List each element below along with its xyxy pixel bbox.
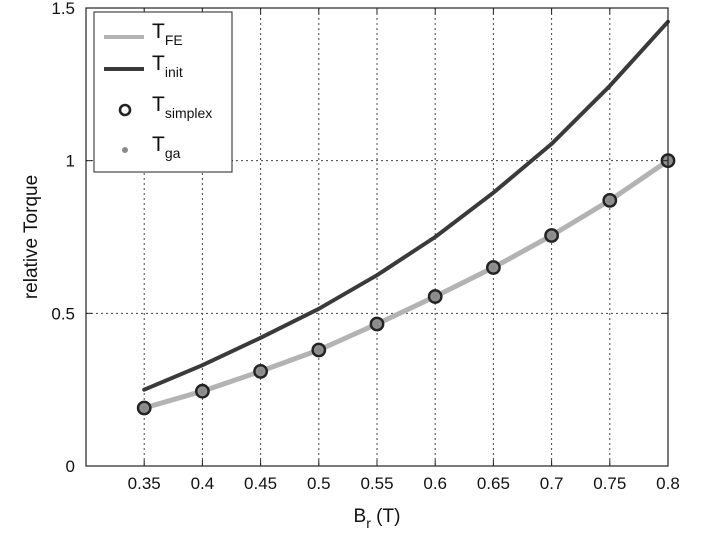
x-tick-labels: 0.35 0.4 0.45 0.5 0.55 0.6 0.65 0.7 0.75 0.8 [128, 474, 680, 493]
legend-label-t-fe: TFE [152, 20, 183, 48]
y-tick-label: 1 [66, 152, 75, 171]
legend-label-main: T [152, 133, 165, 156]
point-t-ga [199, 388, 205, 394]
legend-label-sub: init [165, 64, 183, 80]
x-axis-title: Br (T) [354, 506, 401, 531]
legend-label-sub: FE [165, 32, 183, 48]
series-line-t-init [142, 19, 670, 392]
legend-swatch-t-simplex [118, 103, 132, 117]
point-t-ga [374, 321, 380, 327]
point-t-ga [316, 347, 322, 353]
y-tick-label: 0 [66, 457, 75, 476]
legend-label-main: T [152, 52, 165, 75]
y-tick-label: 0.5 [51, 304, 75, 323]
x-axis-title-sub: r [366, 515, 371, 531]
point-t-ga [141, 405, 147, 411]
series-markers [136, 153, 676, 416]
point-t-ga [607, 197, 613, 203]
series-line-t-fe [141, 158, 671, 411]
x-tick-label: 0.7 [540, 474, 564, 493]
legend-label-t-simplex: Tsimplex [152, 93, 212, 121]
x-tick-label: 0.65 [477, 474, 510, 493]
x-tick-label: 0.55 [360, 474, 393, 493]
series-lines [141, 19, 671, 411]
point-t-ga [549, 232, 555, 239]
legend-swatch-t-ga [122, 147, 128, 153]
legend-label-sub: simplex [165, 105, 212, 121]
x-axis-title-main: B [354, 506, 367, 527]
x-tick-label: 0.35 [128, 474, 161, 493]
y-axis-title: relative Torque [21, 175, 42, 299]
point-t-ga [258, 368, 264, 374]
x-tick-label: 0.75 [593, 474, 626, 493]
x-tick-label: 0.8 [656, 474, 680, 493]
point-t-ga [490, 264, 496, 271]
legend-label-main: T [152, 20, 165, 43]
y-tick-labels: 0 0.5 1 1.5 [51, 0, 75, 476]
legend-label-t-ga: Tga [152, 133, 181, 161]
x-tick-label: 0.4 [191, 474, 215, 493]
x-tick-label: 0.45 [244, 474, 277, 493]
y-tick-label: 1.5 [51, 0, 75, 18]
legend-label-sub: ga [165, 145, 181, 161]
legend-label-main: T [152, 93, 165, 116]
x-axis-title-unit: (T) [371, 506, 401, 527]
legend-label-t-init: Tinit [152, 52, 183, 80]
point-t-ga [432, 293, 438, 300]
x-tick-label: 0.5 [307, 474, 331, 493]
x-tick-label: 0.6 [423, 474, 447, 493]
